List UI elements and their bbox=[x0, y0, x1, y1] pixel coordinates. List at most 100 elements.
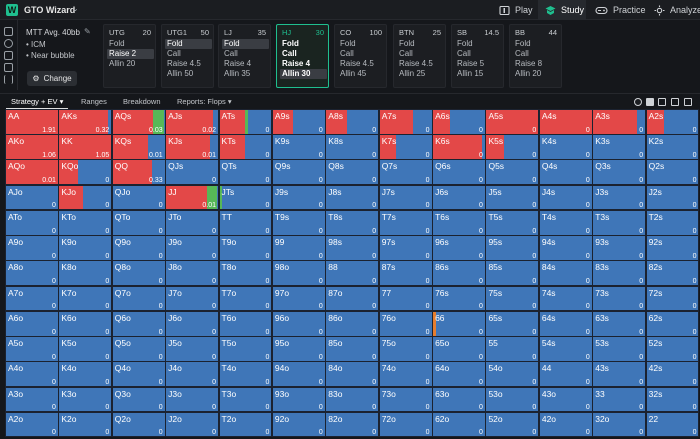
hand-cell[interactable]: 77 0 bbox=[378, 285, 433, 312]
hand-cell[interactable]: Q2s 0 bbox=[645, 159, 700, 186]
hand-cell[interactable]: AJs 0.02 bbox=[165, 109, 220, 135]
hand-cell[interactable]: T3s 0 bbox=[592, 209, 647, 236]
hand-cell[interactable]: A5s 0 bbox=[485, 109, 540, 135]
hand-cell[interactable]: 66 0 bbox=[432, 310, 486, 337]
hand-cell[interactable]: T5s 0 bbox=[485, 209, 540, 236]
nav-play[interactable]: Play bbox=[499, 0, 537, 20]
hand-cell[interactable]: 88 0 bbox=[325, 260, 380, 287]
action-option[interactable]: Call bbox=[515, 49, 529, 58]
hand-cell[interactable]: 73o 0 bbox=[378, 386, 433, 413]
hand-cell[interactable]: K2o 0 bbox=[58, 411, 113, 438]
hand-cell[interactable]: J5s 0 bbox=[485, 184, 540, 211]
nav-analyze[interactable]: Analyze bbox=[654, 0, 700, 20]
hand-cell[interactable]: 85o 0 bbox=[325, 336, 380, 362]
action-option[interactable]: Fold bbox=[340, 39, 356, 48]
hand-cell[interactable]: KJs 0.01 bbox=[165, 134, 220, 160]
hand-cell[interactable]: J9o 0 bbox=[165, 235, 220, 261]
action-option[interactable]: Fold bbox=[457, 39, 473, 48]
hand-cell[interactable]: J3o 0 bbox=[165, 386, 220, 413]
nav-practice[interactable]: Practice bbox=[595, 0, 647, 20]
hand-cell[interactable]: QTo 0 bbox=[111, 209, 166, 236]
hand-cell[interactable]: Q3o 0 bbox=[111, 386, 166, 413]
tab-reports-flops[interactable]: Reports: Flops ▾ bbox=[177, 97, 232, 106]
hand-cell[interactable]: J8o 0 bbox=[165, 260, 220, 287]
hand-cell[interactable]: JJ 0.01 bbox=[165, 184, 220, 211]
hand-cell[interactable]: KJo 0 bbox=[58, 184, 113, 211]
hand-cell[interactable]: 75o 0 bbox=[378, 336, 433, 362]
hand-cell[interactable]: Q2o 0 bbox=[111, 411, 166, 438]
action-option[interactable]: Raise 4 bbox=[224, 59, 252, 68]
hand-cell[interactable]: AKo 1.06 bbox=[5, 134, 59, 160]
hand-cell[interactable]: T4o 0 bbox=[218, 361, 273, 388]
hand-cell[interactable]: 96o 0 bbox=[271, 310, 326, 337]
hand-cell[interactable]: T6s 0 bbox=[432, 209, 486, 236]
hand-cell[interactable]: 97s 0 bbox=[378, 235, 433, 261]
hand-cell[interactable]: J2o 0 bbox=[165, 411, 220, 438]
hand-cell[interactable]: K3s 0 bbox=[592, 134, 647, 160]
hand-cell[interactable]: A8s 0 bbox=[325, 109, 380, 135]
hand-cell[interactable]: T6o 0 bbox=[218, 310, 273, 337]
hand-cell[interactable]: T2s 0 bbox=[645, 209, 700, 236]
action-option[interactable]: Raise 4.5 bbox=[340, 59, 374, 68]
hand-cell[interactable]: J2s 0 bbox=[645, 184, 700, 211]
action-option[interactable]: Call bbox=[167, 49, 181, 58]
hand-cell[interactable]: T7s 0 bbox=[378, 209, 433, 236]
hand-cell[interactable]: J8s 0 bbox=[325, 184, 380, 211]
hand-cell[interactable]: JTs 0 bbox=[218, 184, 273, 211]
hand-cell[interactable]: 87s 0 bbox=[378, 260, 433, 287]
hand-cell[interactable]: K7o 0 bbox=[58, 285, 113, 312]
hand-cell[interactable]: A9s 0 bbox=[271, 109, 326, 135]
hand-cell[interactable]: T2o 0 bbox=[218, 411, 273, 438]
hand-cell[interactable]: J7o 0 bbox=[165, 285, 220, 312]
hand-cell[interactable]: 99 0 bbox=[271, 235, 326, 261]
position-hj[interactable]: HJ 30 Fold Call Raise 4 Allin 30 bbox=[276, 24, 329, 88]
hand-cell[interactable]: 22 0 bbox=[645, 411, 700, 438]
action-option[interactable]: Call bbox=[399, 49, 413, 58]
hand-cell[interactable]: T7o 0 bbox=[218, 285, 273, 312]
hand-cell[interactable]: A5o 0 bbox=[5, 336, 59, 362]
hand-cell[interactable]: 97o 0 bbox=[271, 285, 326, 312]
action-option[interactable]: Allin 45 bbox=[340, 69, 367, 78]
action-option[interactable]: Call bbox=[340, 49, 354, 58]
hand-cell[interactable]: 82o 0 bbox=[325, 411, 380, 438]
action-option[interactable]: Fold bbox=[282, 39, 299, 48]
folder-icon[interactable] bbox=[4, 63, 13, 72]
hand-cell[interactable]: AA 1.91 bbox=[5, 109, 59, 135]
view-quad-icon[interactable] bbox=[684, 98, 692, 106]
hand-cell[interactable]: Q7o 0 bbox=[111, 285, 166, 312]
hand-cell[interactable]: K5o 0 bbox=[58, 336, 113, 362]
hand-cell[interactable]: QJo 0 bbox=[111, 184, 166, 211]
hand-cell[interactable]: A6o 0 bbox=[5, 310, 59, 337]
tab-strategy-ev[interactable]: Strategy + EV ▾ bbox=[11, 97, 64, 106]
hand-cell[interactable]: 54o 0 bbox=[485, 361, 540, 388]
hand-cell[interactable]: AQo 0.01 bbox=[5, 159, 59, 186]
hand-cell[interactable]: K4s 0 bbox=[538, 134, 593, 160]
hand-cell[interactable]: 85s 0 bbox=[485, 260, 540, 287]
hand-cell[interactable]: ATs 0 bbox=[218, 109, 273, 135]
hand-cell[interactable]: 93o 0 bbox=[271, 386, 326, 413]
app-menu-chevron-icon[interactable]: ⌄ bbox=[72, 4, 79, 13]
hand-cell[interactable]: 83s 0 bbox=[592, 260, 647, 287]
hand-cell[interactable]: K8o 0 bbox=[58, 260, 113, 287]
hand-cell[interactable]: 84s 0 bbox=[538, 260, 593, 287]
hand-cell[interactable]: Q9o 0 bbox=[111, 235, 166, 261]
hand-cell[interactable]: QQ 0.33 bbox=[111, 159, 166, 186]
hand-cell[interactable]: 87o 0 bbox=[325, 285, 380, 312]
hand-cell[interactable]: J3s 0 bbox=[592, 184, 647, 211]
hand-cell[interactable]: KQs 0.01 bbox=[111, 134, 166, 160]
hand-cell[interactable]: KK 1.05 bbox=[58, 134, 113, 160]
action-option[interactable]: Raise 4.5 bbox=[399, 59, 433, 68]
hand-cell[interactable]: 92s 0 bbox=[645, 235, 700, 261]
view-split-icon[interactable] bbox=[671, 98, 679, 106]
action-option[interactable]: Raise 4 bbox=[282, 59, 311, 68]
change-button[interactable]: ⚙ Change bbox=[27, 71, 77, 86]
nav-study[interactable]: Study bbox=[538, 0, 586, 20]
tab-breakdown[interactable]: Breakdown bbox=[123, 97, 161, 106]
hand-cell[interactable]: 98s 0 bbox=[325, 235, 380, 261]
hand-cell[interactable]: T4s 0 bbox=[538, 209, 593, 236]
hand-cell[interactable]: 86o 0 bbox=[325, 310, 380, 337]
hand-cell[interactable]: J4s 0 bbox=[538, 184, 593, 211]
hand-cell[interactable]: 33 0 bbox=[592, 386, 647, 413]
hand-cell[interactable]: T9o 0 bbox=[218, 235, 273, 261]
hand-cell[interactable]: 76o 0 bbox=[378, 310, 433, 337]
